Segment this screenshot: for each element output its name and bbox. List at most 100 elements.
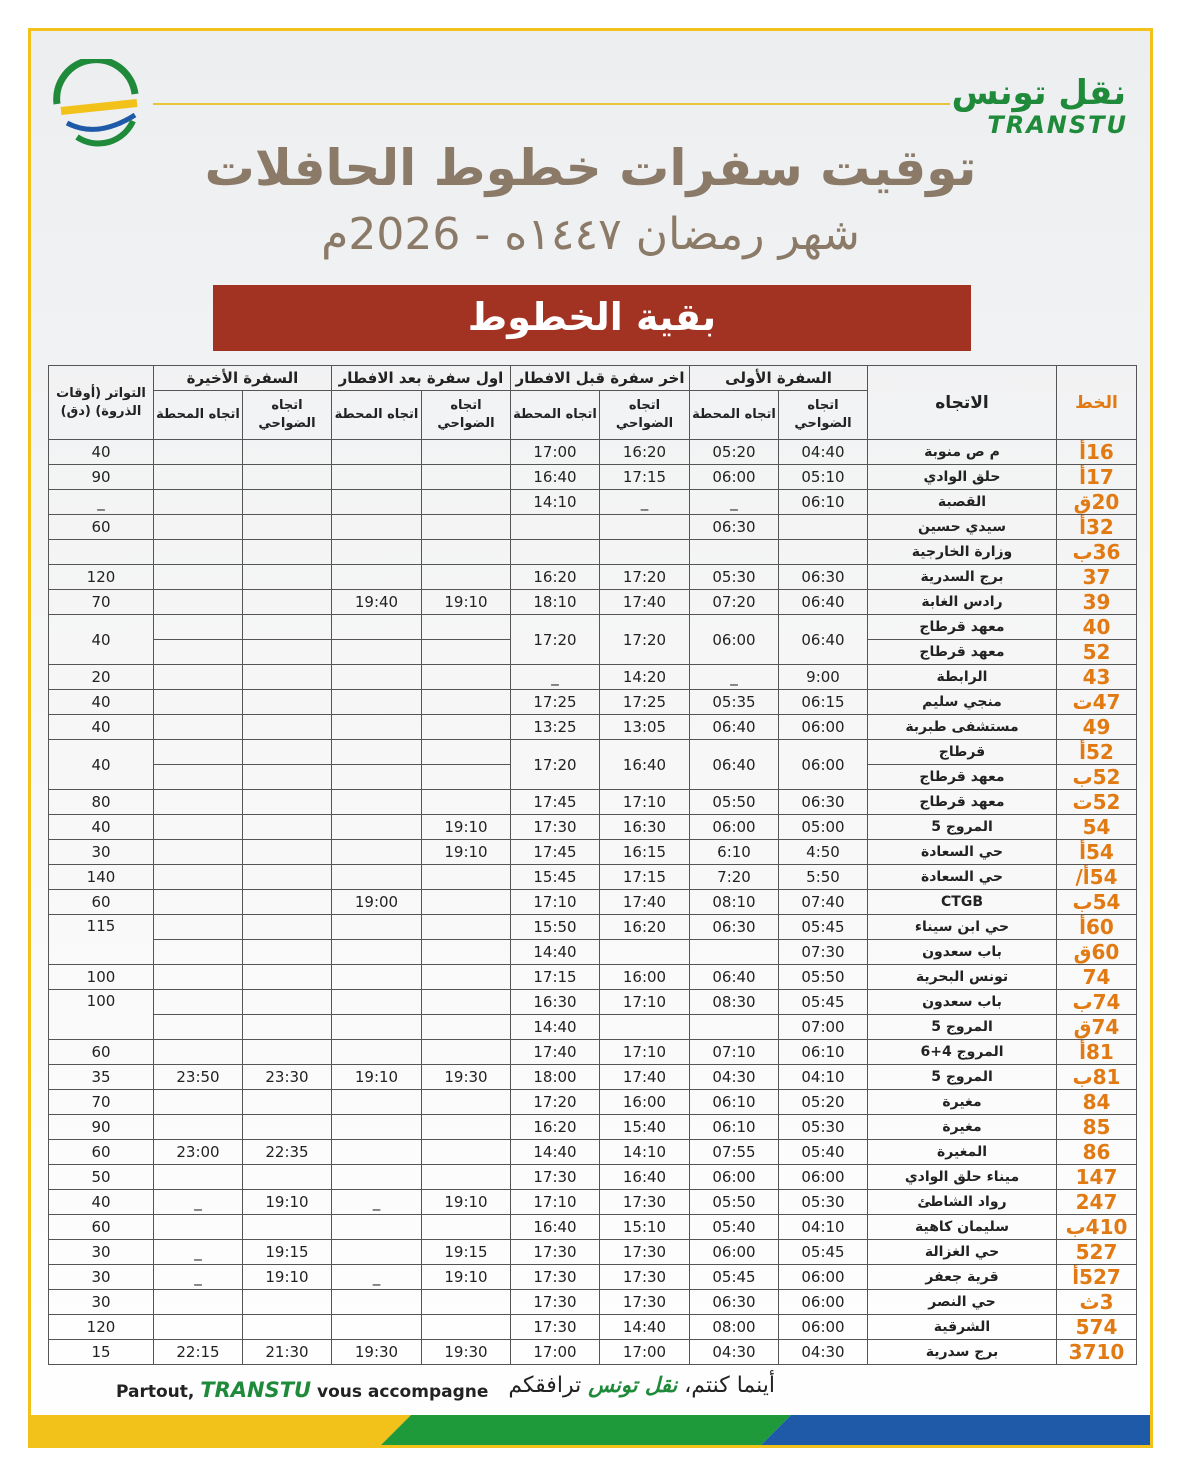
header-cell: اتجاه الضواحي	[421, 390, 511, 440]
time-cell	[242, 514, 332, 540]
time-cell	[242, 839, 332, 865]
time-cell: 14:20	[599, 664, 690, 690]
frequency-cell: 40	[48, 439, 154, 465]
time-cell: 17:30	[510, 1264, 600, 1290]
time-cell: 17:20	[599, 564, 690, 590]
direction-cell: حي ابن سيناء	[867, 914, 1057, 940]
line-cell: 85	[1056, 1114, 1137, 1140]
row: 60ق باب سعدون 07:30 14:40	[49, 939, 1137, 965]
time-cell	[153, 939, 243, 965]
time-cell	[599, 514, 690, 540]
line-cell: 86	[1056, 1139, 1137, 1165]
time-cell: _	[599, 489, 690, 515]
frequency-cell: 40	[48, 689, 154, 715]
time-cell	[331, 689, 422, 715]
frequency-cell: 40	[48, 739, 154, 790]
header-cell: اتجاه الضواحي	[599, 390, 690, 440]
time-cell	[421, 439, 511, 465]
header-cell: اول سفرة بعد الافطار	[331, 365, 511, 391]
time-cell: 05:45	[778, 989, 868, 1015]
time-cell: 17:25	[510, 689, 600, 715]
time-cell: 06:00	[689, 464, 779, 490]
time-cell: 16:40	[510, 464, 600, 490]
time-cell	[778, 539, 868, 565]
time-cell: 23:00	[153, 1139, 243, 1165]
time-cell	[153, 1039, 243, 1065]
direction-cell: سيدي حسين	[867, 514, 1057, 540]
time-cell	[331, 1214, 422, 1240]
logo-ar: نقل تونس	[951, 73, 1126, 113]
time-cell	[331, 664, 422, 690]
row: 49 مستشفى طبربة 06:00 06:40 13:05 13:25 40	[48, 714, 1137, 740]
time-cell: 07:10	[689, 1039, 779, 1065]
footer-fr: Partout, TRANSTU vous accompagne	[116, 1378, 488, 1402]
time-cell: _	[331, 1264, 422, 1290]
time-cell: 04:10	[778, 1064, 868, 1090]
time-cell: 16:20	[599, 439, 690, 465]
time-cell	[331, 714, 422, 740]
time-cell: 06:30	[778, 564, 868, 590]
time-cell: 22:15	[153, 1339, 243, 1365]
direction-cell: حي السعادة	[867, 864, 1057, 890]
row: 40 معهد قرطاج 06:40 06:00 17:20 17:20 40	[48, 614, 1137, 665]
time-cell: 06:00	[689, 1164, 779, 1190]
line-cell: 20ق	[1056, 489, 1137, 515]
time-cell: 05:45	[778, 914, 868, 940]
time-cell	[421, 689, 511, 715]
time-cell	[689, 939, 779, 965]
time-cell	[421, 764, 511, 790]
time-cell	[153, 914, 243, 940]
footer-stripes	[31, 1415, 1150, 1445]
time-cell	[242, 989, 332, 1015]
time-cell	[331, 814, 422, 840]
time-cell: 16:20	[510, 564, 600, 590]
line-cell: 17أ	[1056, 464, 1137, 490]
time-cell: 15:50	[510, 914, 600, 940]
line-cell: 47ت	[1056, 689, 1137, 715]
time-cell	[421, 789, 511, 815]
time-cell: 07:20	[689, 589, 779, 615]
time-cell	[242, 764, 332, 790]
direction-cell: معهد قرطاج	[867, 614, 1057, 640]
text: vous accompagne	[317, 1382, 489, 1402]
time-cell	[331, 489, 422, 515]
row: 54 المروج 5 05:00 06:00 16:30 17:30 19:10 40	[48, 814, 1137, 840]
time-cell	[421, 539, 511, 565]
time-cell: 19:10	[421, 589, 511, 615]
time-cell	[153, 1214, 243, 1240]
time-cell: 14:40	[510, 1014, 600, 1040]
time-cell: 16:40	[599, 1164, 690, 1190]
direction-cell: سليمان كاهية	[867, 1214, 1057, 1240]
time-cell	[242, 1089, 332, 1115]
time-cell: 05:20	[689, 439, 779, 465]
time-cell	[242, 1214, 332, 1240]
row: 52أ قرطاج 06:00 06:40 16:40 17:20 40	[48, 739, 1137, 790]
time-cell: 14:40	[510, 939, 600, 965]
time-cell: 4:50	[778, 839, 868, 865]
direction-cell: قرطاج	[867, 739, 1057, 765]
time-cell	[153, 589, 243, 615]
time-cell	[331, 464, 422, 490]
time-cell	[153, 614, 243, 640]
time-cell: _	[153, 1239, 243, 1265]
time-cell	[421, 1114, 511, 1140]
time-cell: 06:00	[778, 1264, 868, 1290]
header-row: اتجاه الضواحي اتجاه المحطة اتجاه الضواحي ات…	[49, 390, 1137, 440]
time-cell	[242, 1014, 332, 1040]
direction-cell: الرابطة	[867, 664, 1057, 690]
time-cell	[331, 1314, 422, 1340]
time-cell: 05:30	[778, 1189, 868, 1215]
time-cell: 06:00	[689, 814, 779, 840]
time-cell	[778, 514, 868, 540]
poster: نقل تونس TRANSTU توقيت سفرات خطوط الحافل…	[28, 28, 1153, 1448]
time-cell: 04:30	[689, 1339, 779, 1365]
direction-cell: باب سعدون	[867, 939, 1057, 965]
time-cell: 15:40	[599, 1114, 690, 1140]
time-cell: 16:30	[510, 989, 600, 1015]
time-cell: 17:30	[510, 1239, 600, 1265]
time-cell: _	[689, 489, 779, 515]
time-cell: 16:40	[510, 1214, 600, 1240]
time-cell	[242, 864, 332, 890]
time-cell	[331, 839, 422, 865]
frequency-cell: 40	[48, 814, 154, 840]
